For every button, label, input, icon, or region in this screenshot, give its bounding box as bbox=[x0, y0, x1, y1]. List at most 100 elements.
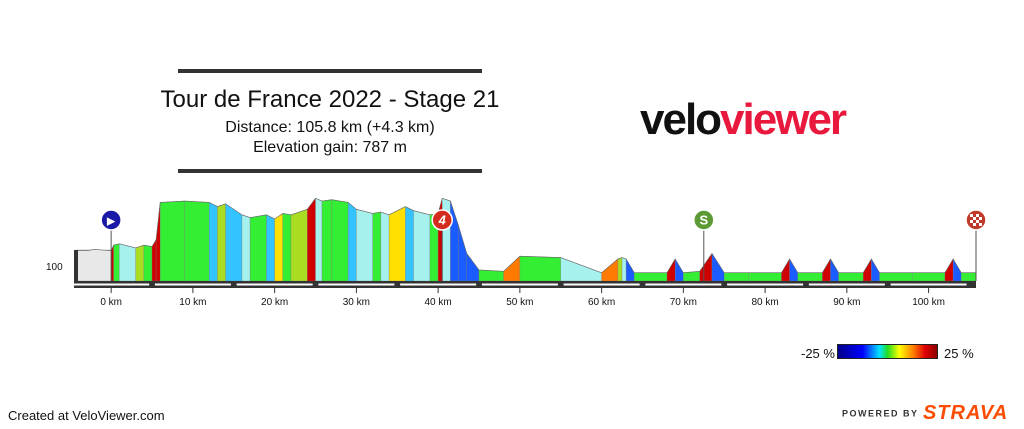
profile-segment bbox=[143, 244, 153, 282]
finish-flag-square bbox=[970, 214, 973, 217]
profile-segment bbox=[952, 258, 962, 282]
profile-segment bbox=[113, 243, 120, 282]
profile-segment bbox=[838, 272, 864, 282]
logo-velo: velo bbox=[640, 95, 722, 144]
title-bottom-rule bbox=[178, 169, 482, 173]
profile-segment bbox=[621, 257, 627, 282]
elevation-gain-text: Elevation gain: 787 m bbox=[253, 139, 407, 156]
profile-segment bbox=[711, 252, 725, 282]
profile-segment bbox=[519, 256, 561, 282]
finish-flag-square bbox=[970, 220, 973, 223]
gradient-max-label: 25 % bbox=[944, 346, 974, 361]
profile-segment bbox=[155, 202, 161, 282]
markers-layer: ▶ 4 S bbox=[100, 209, 987, 281]
profile-segment bbox=[135, 244, 144, 282]
profile-segment bbox=[372, 211, 382, 282]
profile-segment bbox=[912, 272, 946, 282]
profile-segment bbox=[797, 272, 823, 282]
x-tick-label: 0 km bbox=[100, 297, 122, 308]
elevation-profile-chart: 100 ▶ 4 S 0 km 10 km 20 km 30 km 40 km 50 km 60 … bbox=[46, 197, 987, 308]
profile-segment bbox=[617, 257, 623, 282]
x-tick-label: 30 km bbox=[343, 297, 370, 308]
powered-by-strava[interactable]: POWERED BY STRAVA bbox=[842, 402, 1008, 425]
profile-segment bbox=[748, 272, 782, 282]
profile-segment bbox=[266, 214, 275, 282]
profile-segment bbox=[601, 258, 619, 282]
profile-segment bbox=[675, 258, 684, 282]
profile-segment bbox=[944, 258, 954, 282]
profile-segment bbox=[478, 269, 504, 282]
finish-flag-square bbox=[973, 217, 976, 220]
profile-segment bbox=[249, 214, 267, 282]
x-tick-label: 40 km bbox=[425, 297, 452, 308]
x-tick-label: 80 km bbox=[751, 297, 778, 308]
profile-segment bbox=[413, 210, 431, 282]
finish-flag-square bbox=[976, 214, 979, 217]
neutral-profile bbox=[75, 249, 112, 282]
profile-fill bbox=[75, 197, 977, 282]
climb-marker bbox=[431, 209, 453, 231]
profile-segment bbox=[666, 258, 676, 282]
powered-by-label: POWERED BY bbox=[842, 408, 919, 419]
profile-segment bbox=[560, 257, 602, 282]
finish-flag-square bbox=[973, 223, 976, 226]
x-tick-label: 90 km bbox=[833, 297, 860, 308]
profile-segment bbox=[405, 206, 414, 282]
profile-segment bbox=[879, 272, 913, 282]
profile-segment bbox=[225, 203, 243, 282]
profile-segment bbox=[830, 258, 839, 282]
profile-segment bbox=[209, 202, 218, 282]
title-top-rule bbox=[178, 69, 482, 73]
finish-flag-square bbox=[976, 220, 979, 223]
profile-segment bbox=[119, 243, 136, 282]
profile-segment bbox=[331, 199, 349, 282]
x-tick-label: 60 km bbox=[588, 297, 615, 308]
profile-segment bbox=[315, 198, 323, 282]
distance-text: Distance: 105.8 km (+4.3 km) bbox=[225, 119, 435, 136]
stage-title: Tour de France 2022 - Stage 21 bbox=[160, 86, 500, 113]
veloviewer-logo[interactable]: veloviewer bbox=[640, 95, 847, 145]
gradient-scale-bar bbox=[837, 344, 938, 359]
y-axis-bar bbox=[74, 250, 78, 288]
finish-flag-square bbox=[979, 217, 982, 220]
profile-segment bbox=[961, 272, 977, 282]
start-marker bbox=[100, 209, 122, 231]
profile-segment bbox=[184, 200, 210, 282]
profile-segment bbox=[217, 203, 226, 282]
profile-segment bbox=[282, 213, 292, 282]
x-tick-label: 50 km bbox=[506, 297, 533, 308]
profile-segment bbox=[160, 200, 185, 282]
profile-segment bbox=[307, 197, 316, 282]
logo-viewer: viewer bbox=[720, 95, 847, 144]
x-tick-label: 20 km bbox=[261, 297, 288, 308]
profile-segment bbox=[789, 258, 798, 282]
strava-logo: STRAVA bbox=[922, 402, 1009, 424]
profile-segment bbox=[625, 258, 635, 282]
profile-segment bbox=[274, 213, 283, 282]
start-marker-label: ▶ bbox=[107, 216, 116, 228]
y-tick-label: 100 bbox=[46, 262, 63, 273]
profile-segment bbox=[356, 209, 373, 282]
x-tick-label: 70 km bbox=[670, 297, 697, 308]
sprint-marker-label: S bbox=[699, 213, 708, 228]
profile-segment bbox=[781, 258, 790, 282]
profile-segment bbox=[503, 255, 521, 282]
x-ticks-layer: 0 km 10 km 20 km 30 km 40 km 50 km 60 km 70 km 8… bbox=[73, 283, 967, 308]
profile-segment bbox=[871, 258, 880, 282]
profile-segment bbox=[348, 202, 357, 282]
sprint-marker bbox=[693, 209, 715, 231]
profile-segment bbox=[458, 225, 467, 282]
profile-segment bbox=[634, 272, 668, 282]
profile-segment bbox=[699, 252, 713, 282]
profile-segment bbox=[321, 199, 333, 282]
x-tick-label: 100 km bbox=[912, 297, 945, 308]
profile-segment bbox=[290, 209, 308, 282]
profile-segment bbox=[724, 272, 749, 282]
climb-marker-label: 4 bbox=[438, 213, 447, 228]
credit-text[interactable]: Created at VeloViewer.com bbox=[8, 408, 165, 423]
profile-segment bbox=[863, 258, 872, 282]
profile-segment bbox=[388, 206, 406, 282]
finish-flag-square bbox=[979, 223, 982, 226]
x-tick-label: 10 km bbox=[179, 297, 206, 308]
profile-segment bbox=[822, 258, 831, 282]
